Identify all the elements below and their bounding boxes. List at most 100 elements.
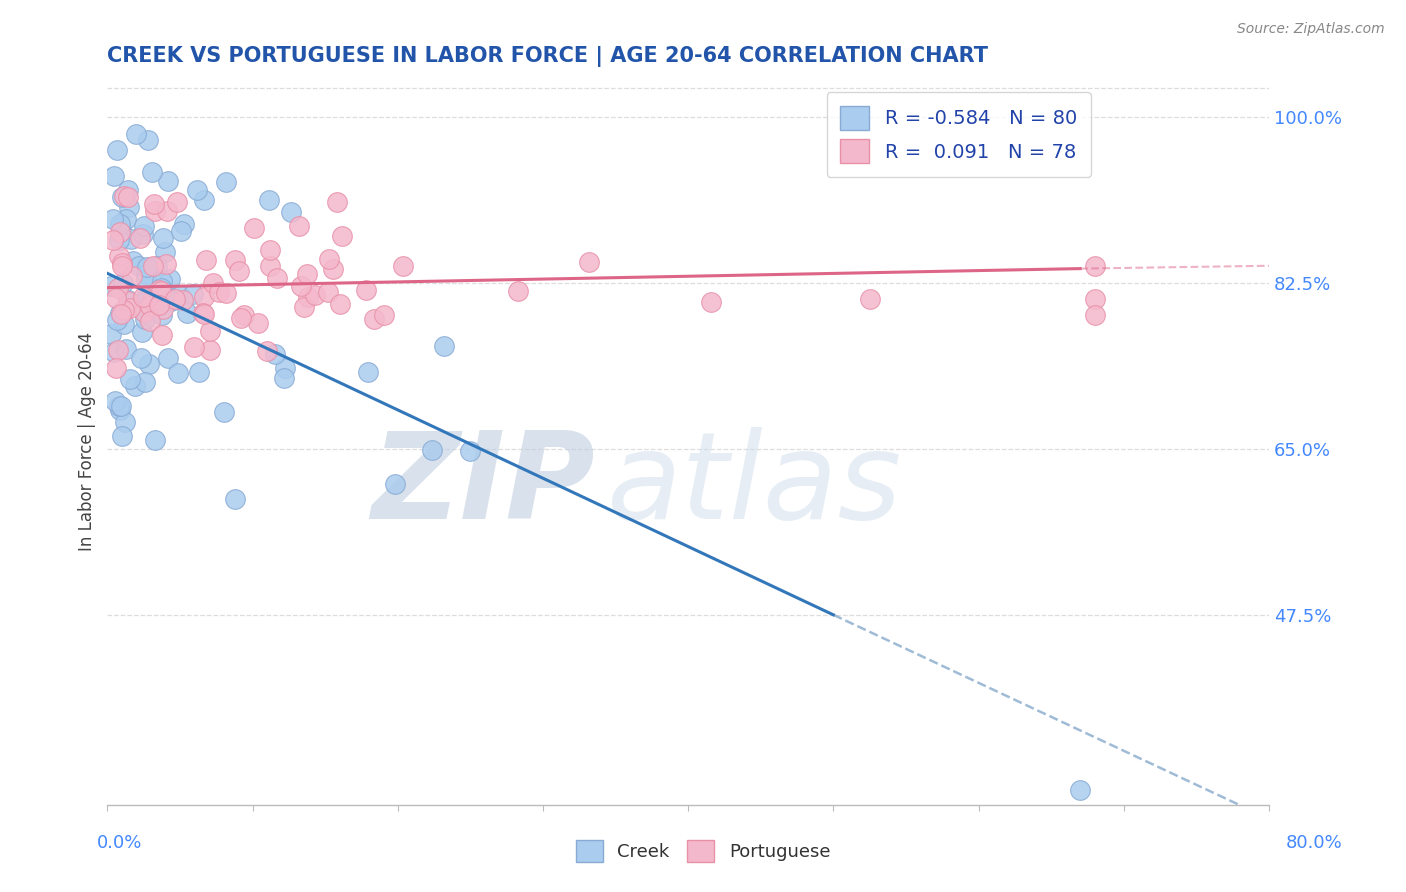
Point bbox=[100, 278, 122, 293]
Point bbox=[120, 232, 142, 246]
Point bbox=[124, 379, 146, 393]
Point bbox=[104, 393, 127, 408]
Point bbox=[135, 292, 157, 306]
Point bbox=[141, 293, 163, 308]
Point bbox=[105, 291, 128, 305]
Point bbox=[103, 234, 125, 248]
Point bbox=[152, 231, 174, 245]
Point bbox=[129, 231, 152, 245]
Point bbox=[329, 297, 352, 311]
Point bbox=[318, 252, 340, 266]
Point bbox=[115, 212, 138, 227]
Point bbox=[506, 284, 529, 298]
Point bbox=[166, 195, 188, 210]
Point bbox=[156, 203, 179, 218]
Point bbox=[108, 249, 131, 263]
Text: ZIP: ZIP bbox=[371, 426, 595, 544]
Point bbox=[117, 183, 139, 197]
Point bbox=[181, 287, 204, 301]
Point bbox=[128, 259, 150, 273]
Point bbox=[169, 223, 191, 237]
Point bbox=[243, 221, 266, 235]
Point bbox=[273, 370, 295, 384]
Point bbox=[201, 276, 224, 290]
Point bbox=[194, 253, 217, 268]
Text: CREEK VS PORTUGUESE IN LABOR FORCE | AGE 20-64 CORRELATION CHART: CREEK VS PORTUGUESE IN LABOR FORCE | AGE… bbox=[107, 46, 988, 67]
Point bbox=[108, 225, 131, 239]
Point bbox=[159, 272, 181, 286]
Point bbox=[107, 343, 129, 357]
Point bbox=[132, 305, 155, 319]
Point bbox=[188, 365, 211, 379]
Point bbox=[148, 283, 170, 297]
Point bbox=[186, 183, 208, 197]
Point bbox=[859, 292, 882, 306]
Point bbox=[149, 281, 172, 295]
Point bbox=[146, 259, 169, 273]
Point bbox=[290, 279, 312, 293]
Point bbox=[134, 312, 156, 326]
Point bbox=[700, 295, 723, 310]
Point bbox=[111, 276, 134, 290]
Point bbox=[122, 253, 145, 268]
Point bbox=[118, 301, 141, 315]
Point bbox=[120, 372, 142, 386]
Point bbox=[108, 233, 131, 247]
Point bbox=[259, 259, 281, 273]
Point bbox=[1084, 259, 1107, 273]
Point bbox=[108, 217, 131, 231]
Point bbox=[215, 175, 238, 189]
Point bbox=[152, 302, 174, 317]
Point bbox=[121, 269, 143, 284]
Point bbox=[1069, 783, 1091, 797]
Point bbox=[112, 303, 135, 318]
Point bbox=[432, 339, 454, 353]
Point bbox=[193, 307, 215, 321]
Point bbox=[391, 259, 413, 273]
Text: 0.0%: 0.0% bbox=[97, 834, 142, 852]
Point bbox=[105, 143, 128, 157]
Point bbox=[172, 293, 194, 307]
Point bbox=[110, 222, 132, 236]
Y-axis label: In Labor Force | Age 20-64: In Labor Force | Age 20-64 bbox=[79, 332, 96, 551]
Point bbox=[198, 324, 221, 338]
Point bbox=[193, 193, 215, 207]
Point bbox=[117, 293, 139, 308]
Point bbox=[256, 343, 278, 358]
Point bbox=[198, 343, 221, 357]
Text: 80.0%: 80.0% bbox=[1286, 834, 1343, 852]
Point bbox=[108, 305, 131, 319]
Point bbox=[112, 188, 135, 202]
Point bbox=[143, 196, 166, 211]
Point bbox=[183, 340, 205, 354]
Point bbox=[132, 227, 155, 241]
Point bbox=[157, 351, 180, 365]
Point bbox=[297, 290, 319, 304]
Point bbox=[322, 262, 344, 277]
Point bbox=[292, 301, 315, 315]
Point bbox=[363, 312, 385, 326]
Point bbox=[159, 293, 181, 308]
Point bbox=[148, 298, 170, 312]
Text: atlas: atlas bbox=[607, 426, 903, 544]
Point bbox=[143, 433, 166, 447]
Point bbox=[138, 357, 160, 371]
Point bbox=[103, 169, 125, 183]
Point bbox=[155, 257, 177, 271]
Point bbox=[138, 299, 160, 313]
Point bbox=[112, 317, 135, 331]
Point bbox=[163, 292, 186, 306]
Point bbox=[110, 307, 132, 321]
Point bbox=[132, 290, 155, 304]
Point bbox=[105, 361, 128, 376]
Point bbox=[114, 416, 136, 430]
Point bbox=[152, 308, 174, 322]
Point bbox=[111, 190, 134, 204]
Point bbox=[304, 288, 326, 302]
Point bbox=[316, 285, 339, 299]
Point bbox=[135, 260, 157, 274]
Point bbox=[150, 328, 173, 343]
Point bbox=[157, 173, 180, 187]
Point bbox=[135, 271, 157, 285]
Point bbox=[173, 217, 195, 231]
